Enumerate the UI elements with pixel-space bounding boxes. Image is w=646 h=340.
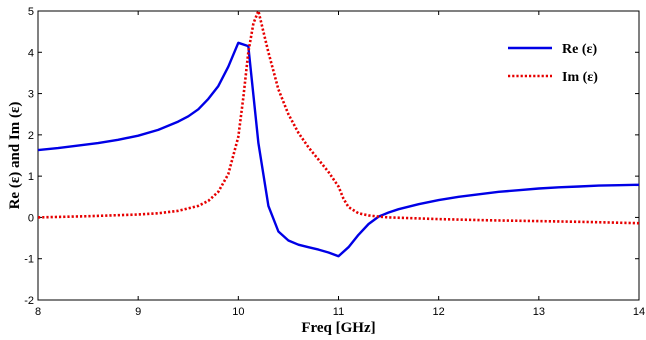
x-axis-title: Freq [GHz]	[301, 320, 375, 336]
series-line-re	[37, 41, 640, 258]
legend-label: Re (ε)	[562, 42, 597, 57]
y-tick-label: 5	[28, 6, 34, 18]
x-tick-label: 11	[333, 306, 344, 318]
legend-label: Im (ε)	[562, 70, 598, 85]
x-tick-label: 14	[633, 306, 645, 318]
series-layer	[37, 9, 640, 258]
y-tick-label: 2	[28, 130, 34, 142]
x-tick-label: 13	[533, 306, 545, 318]
y-axis-ticks: -2 -1 0 1 2 3 4 5	[24, 6, 639, 307]
y-tick-label: 4	[28, 47, 34, 59]
x-tick-label: 12	[433, 306, 445, 318]
y-axis-title: Re (ε) and Im (ε)	[7, 102, 23, 210]
y-tick-label: -1	[24, 254, 34, 266]
x-axis-ticks: 8 9 10 11 12 13 14	[35, 11, 645, 318]
x-tick-label: 10	[232, 306, 244, 318]
legend: Re (ε) Im (ε)	[508, 42, 598, 85]
series-line-im	[37, 9, 640, 225]
x-tick-label: 8	[35, 306, 41, 318]
y-tick-label: -2	[24, 295, 34, 307]
y-tick-label: 3	[28, 89, 34, 101]
y-tick-label: 1	[28, 171, 34, 183]
y-tick-label: 0	[28, 212, 34, 224]
plot-area	[37, 10, 640, 301]
x-tick-label: 9	[135, 306, 141, 318]
